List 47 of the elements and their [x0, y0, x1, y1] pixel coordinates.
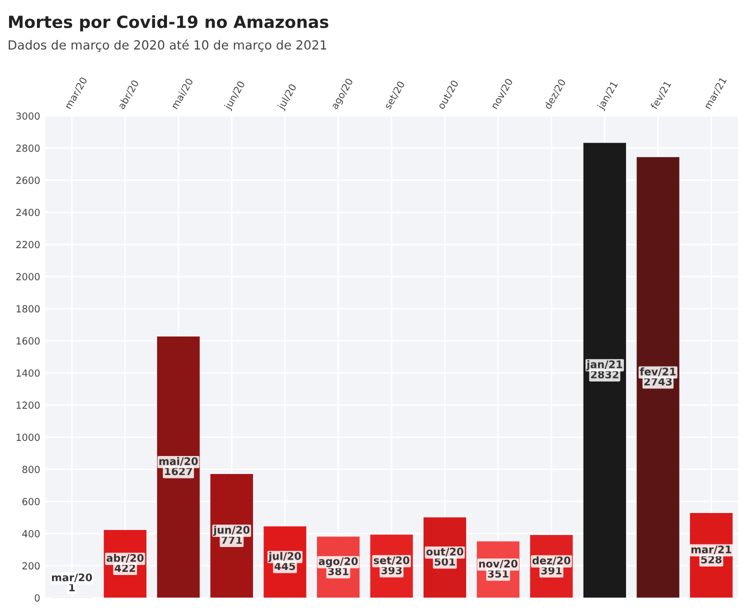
category-label: out/20	[426, 548, 464, 556]
category-label: nov/20	[479, 560, 518, 568]
y-tick-label: 2400	[16, 208, 40, 216]
chart-title: Mortes por Covid-19 no Amazonas	[9, 15, 328, 32]
y-tick-label: 2800	[16, 144, 40, 152]
category-label: ago/20	[318, 557, 358, 568]
category-label: mar/21	[692, 545, 732, 554]
y-tick-label: 0	[34, 594, 40, 602]
y-tick-label: 1200	[16, 402, 40, 409]
y-tick-label: 2200	[16, 240, 40, 248]
y-tick-label: 200	[22, 562, 40, 570]
data-label: 422	[114, 564, 136, 572]
bar	[157, 336, 200, 598]
category-label: jan/21	[586, 360, 622, 370]
y-tick-label: 1800	[16, 305, 40, 312]
category-label: fev/21	[640, 367, 676, 376]
data-label: 1	[69, 584, 75, 592]
chart-subtitle: Dados de março de 2020 até 10 de março de 2021	[8, 39, 326, 52]
data-label: 381	[328, 567, 348, 576]
data-label: 528	[701, 556, 722, 564]
category-label: set/20	[374, 556, 410, 566]
y-tick-label: 800	[22, 466, 40, 474]
y-tick-label: 3000	[16, 112, 40, 120]
data-label: 391	[541, 566, 562, 574]
y-tick-label: 1400	[16, 369, 40, 377]
y-tick-label: 1600	[16, 337, 40, 345]
category-label: mar/20	[52, 573, 92, 582]
bar	[636, 157, 680, 598]
category-label: jun/20	[212, 526, 250, 536]
category-label: jul/20	[268, 552, 301, 562]
data-label: 771	[222, 536, 242, 544]
data-label: 501	[434, 558, 456, 566]
data-label: 445	[274, 562, 296, 570]
data-label: 393	[381, 566, 402, 574]
bar	[583, 142, 626, 598]
data-label: 1627	[165, 467, 192, 476]
data-label: 2743	[644, 378, 672, 386]
y-tick-label: 600	[22, 498, 40, 506]
y-tick-label: 1000	[16, 434, 40, 441]
category-label: dez/20	[532, 556, 570, 566]
category-label: mai/20	[159, 457, 198, 466]
data-label: 2832	[591, 370, 618, 378]
data-label: 351	[488, 570, 508, 578]
y-tick-label: 2000	[16, 273, 40, 280]
y-tick-label: 2600	[16, 176, 40, 184]
category-label: abr/20	[106, 554, 144, 563]
y-tick-label: 400	[22, 530, 40, 538]
